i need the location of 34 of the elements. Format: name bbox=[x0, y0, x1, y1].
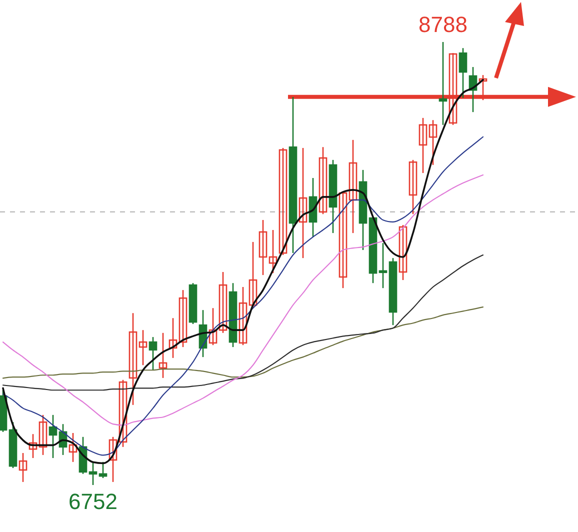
candlestick bbox=[248, 241, 258, 308]
candlestick bbox=[378, 242, 388, 289]
candlestick bbox=[68, 432, 78, 463]
candlestick bbox=[138, 329, 148, 366]
candlestick bbox=[398, 224, 408, 281]
candlestick bbox=[338, 191, 348, 289]
candlestick bbox=[88, 461, 98, 486]
candlestick bbox=[428, 119, 438, 166]
candlestick bbox=[128, 312, 138, 406]
candlestick bbox=[258, 219, 268, 276]
candlestick bbox=[238, 286, 248, 346]
candlestick bbox=[218, 271, 228, 334]
candlestick bbox=[278, 147, 288, 256]
candlestick bbox=[348, 139, 358, 234]
candlestick bbox=[118, 379, 128, 448]
candlestick bbox=[18, 452, 28, 483]
candlestick bbox=[38, 414, 48, 456]
candlestick bbox=[168, 317, 178, 359]
candlestick bbox=[298, 147, 308, 259]
candlestick bbox=[148, 336, 158, 371]
candlestick bbox=[318, 146, 328, 215]
candlestick bbox=[408, 159, 418, 215]
candlestick bbox=[438, 41, 448, 126]
candlestick bbox=[458, 47, 468, 99]
candlestick bbox=[418, 117, 428, 174]
candlestick bbox=[108, 436, 118, 483]
candlestick bbox=[28, 433, 38, 459]
candlestick bbox=[178, 289, 188, 348]
annotation: 8788 bbox=[418, 12, 468, 37]
annotation: 6752 bbox=[68, 489, 118, 514]
candlestick bbox=[48, 414, 58, 459]
candlestick bbox=[268, 229, 278, 274]
candlestick bbox=[208, 307, 218, 346]
candlestick bbox=[158, 332, 168, 379]
